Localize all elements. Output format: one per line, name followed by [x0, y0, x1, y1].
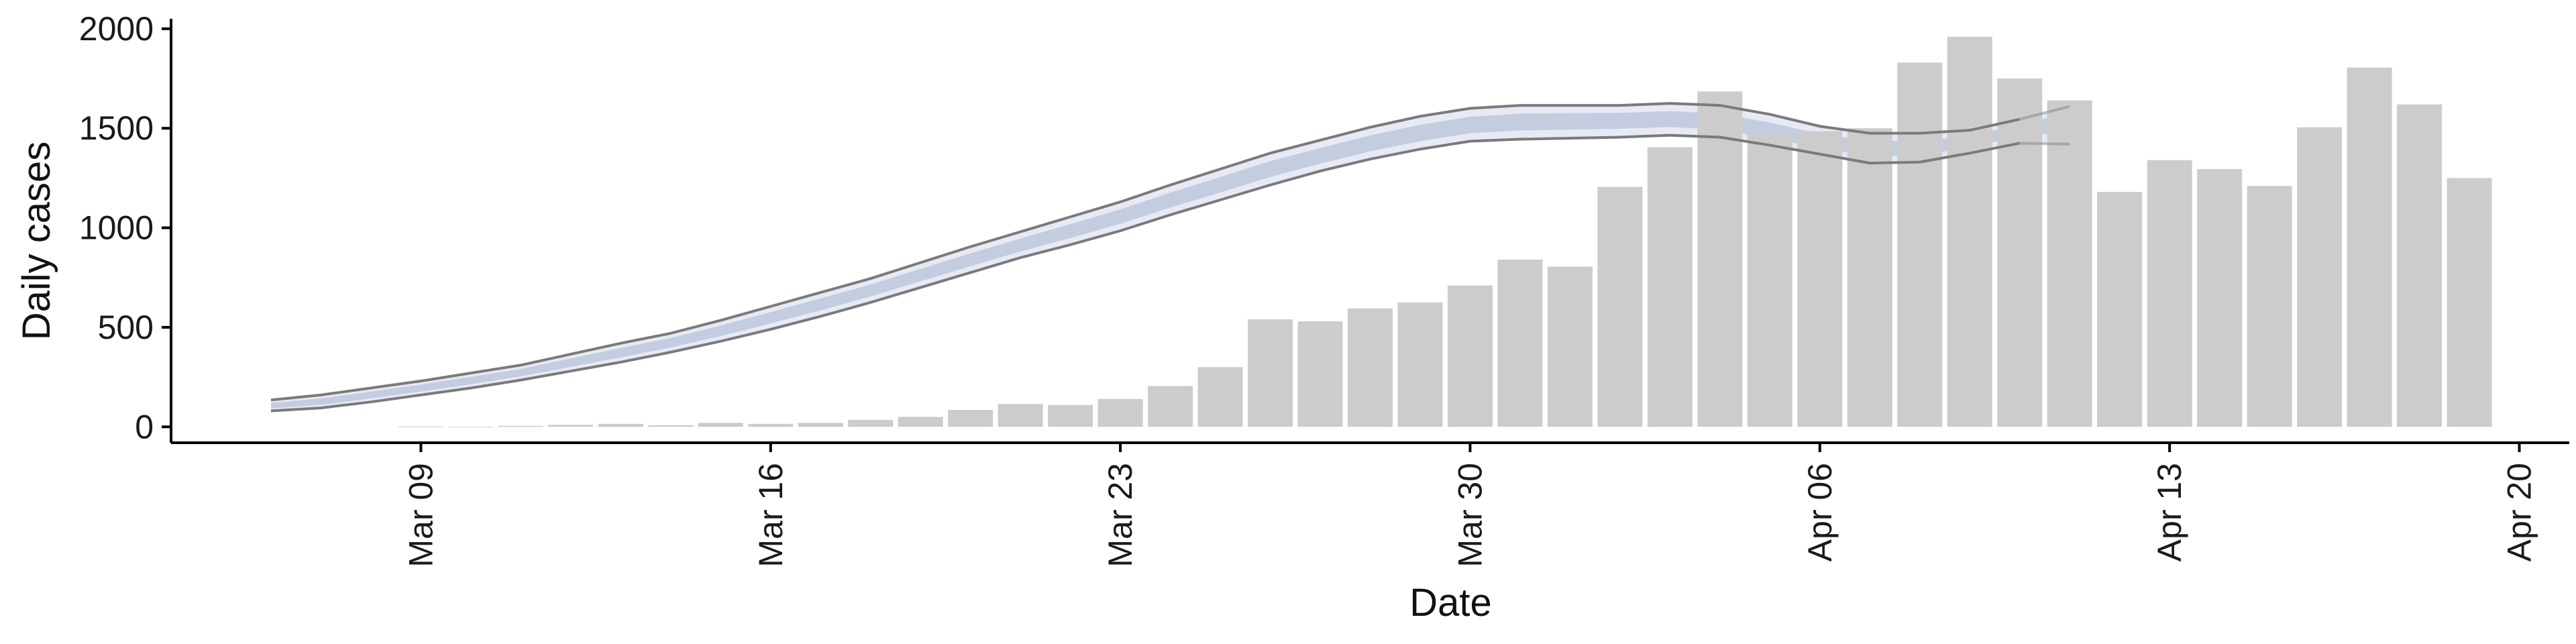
estimate-line-layer	[270, 102, 2070, 413]
y-ticks: 0 500 1000 1500 2000	[79, 10, 171, 445]
y-tick-label: 0	[135, 408, 154, 445]
bar-2020-04-16	[2297, 127, 2343, 427]
projection-upper-line	[2019, 105, 2070, 121]
y-tick-label: 2000	[79, 10, 154, 48]
bar-2020-04-15	[2247, 186, 2292, 427]
x-ticks: Mar 09 Mar 16 Mar 23 Mar 30 Apr 06 Apr 13 Apr …	[402, 443, 2538, 568]
x-tick-label: Mar 23	[1102, 463, 1139, 568]
bar-2020-04-17	[2347, 67, 2392, 427]
bar-2020-03-15	[698, 423, 743, 427]
x-tick-label: Apr 20	[2501, 463, 2538, 561]
projection-lower-line	[2019, 142, 2070, 146]
bar-2020-03-26	[1248, 319, 1293, 427]
bar-2020-04-03	[1647, 147, 1693, 427]
bar-2020-03-12	[548, 425, 594, 427]
bar-2020-04-18	[2397, 104, 2443, 427]
bar-2020-04-04	[1697, 91, 1743, 427]
x-tick-label: Mar 09	[402, 463, 439, 568]
bar-2020-03-30	[1447, 285, 1493, 427]
bar-2020-04-14	[2197, 169, 2243, 427]
x-tick-label: Apr 13	[2151, 463, 2188, 561]
y-tick-label: 1000	[79, 209, 154, 247]
bar-2020-03-16	[748, 423, 794, 427]
bar-2020-03-23	[1097, 398, 1143, 427]
bar-2020-03-20	[948, 410, 994, 427]
bar-2020-04-10	[1997, 78, 2043, 427]
bar-2020-03-31	[1497, 260, 1543, 427]
x-tick-label: Mar 16	[752, 463, 790, 568]
x-tick-label: Mar 30	[1451, 463, 1489, 568]
estimate-inner-band	[270, 111, 2070, 409]
bar-2020-04-07	[1847, 128, 1892, 427]
bar-2020-04-19	[2447, 178, 2492, 427]
bar-2020-03-22	[1048, 405, 1093, 427]
x-axis-title: Date	[1409, 581, 1492, 625]
bar-layer	[398, 36, 2492, 428]
bar-2020-03-27	[1297, 321, 1343, 427]
bar-2020-04-08	[1897, 62, 1943, 427]
estimate-upper-line	[270, 102, 2021, 402]
bar-2020-03-24	[1148, 386, 1193, 427]
x-tick-label: Apr 06	[1801, 463, 1839, 561]
bar-2020-04-11	[2047, 100, 2092, 427]
bar-2020-03-25	[1197, 367, 1243, 427]
estimate-lower-line	[270, 133, 2021, 413]
bar-2020-04-02	[1597, 186, 1643, 427]
y-tick-label: 1500	[79, 109, 154, 147]
bar-2020-03-28	[1347, 308, 1393, 427]
bar-2020-03-13	[598, 423, 643, 427]
bar-2020-03-29	[1397, 302, 1443, 427]
y-axis-title: Daily cases	[15, 142, 58, 341]
bar-2020-03-11	[498, 425, 543, 427]
y-tick-label: 500	[98, 309, 154, 346]
bar-2020-03-14	[648, 425, 694, 427]
bar-2020-04-12	[2097, 192, 2143, 427]
bar-2020-03-17	[798, 423, 843, 427]
bar-2020-04-01	[1547, 266, 1593, 427]
estimate-band-layer	[270, 103, 2070, 411]
bar-2020-04-09	[1947, 36, 1992, 427]
bar-2020-03-18	[848, 419, 894, 427]
bar-2020-04-05	[1747, 134, 1792, 427]
bar-2020-04-13	[2147, 160, 2192, 427]
bar-2020-04-06	[1797, 131, 1843, 427]
bar-2020-03-21	[998, 404, 1043, 427]
bar-2020-03-19	[898, 417, 943, 427]
